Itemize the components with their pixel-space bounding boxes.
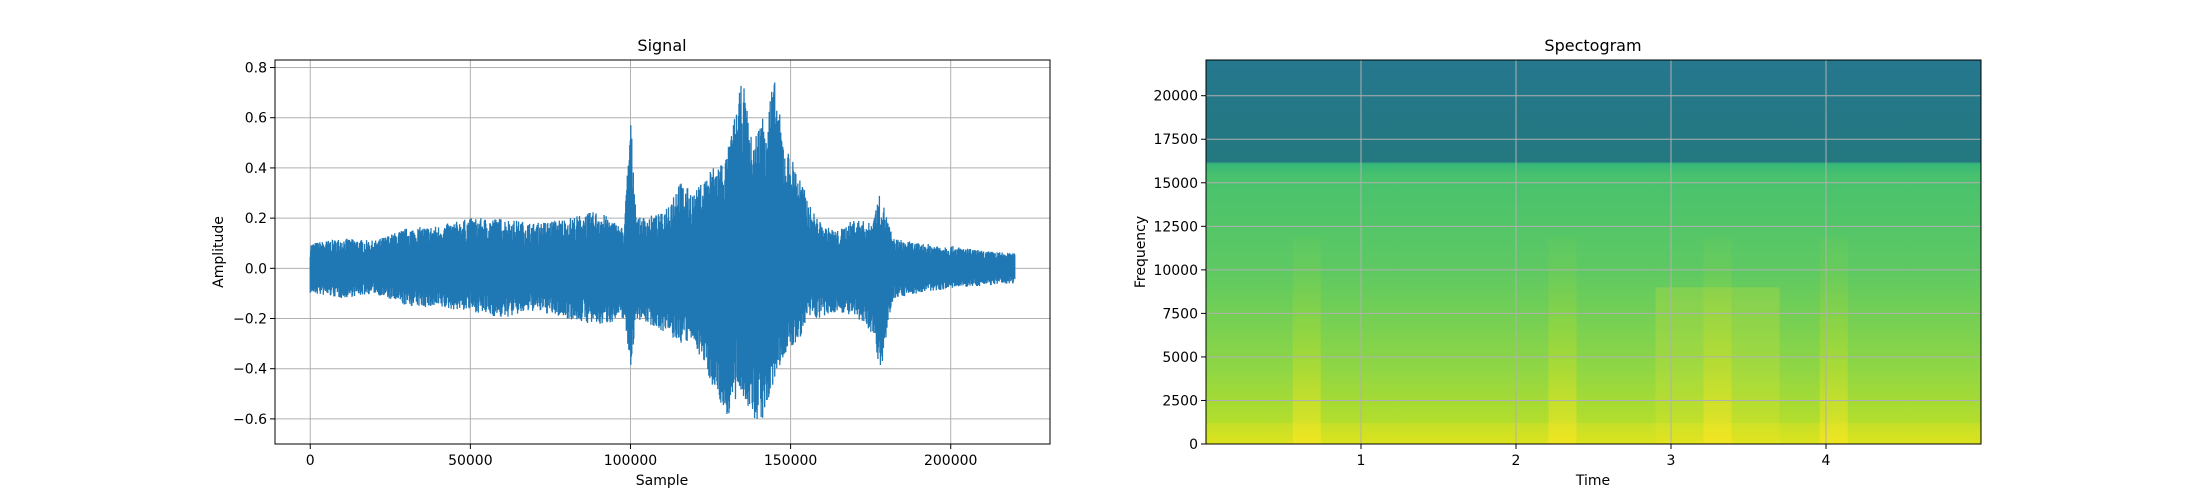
spectrogram-y-tick-label: 17500 xyxy=(1153,132,1198,148)
spectrogram-y-tick-label: 12500 xyxy=(1153,219,1198,235)
signal-y-tick-label: −0.6 xyxy=(233,412,267,428)
spectrogram-image xyxy=(1206,60,1981,444)
signal-y-tick-label: 0.6 xyxy=(245,111,267,127)
signal-x-tick-label: 200000 xyxy=(924,453,977,469)
signal-x-tick-label: 50000 xyxy=(448,453,493,469)
spectrogram-y-tick-label: 7500 xyxy=(1162,306,1198,322)
spectrogram-x-tick-label: 4 xyxy=(1822,453,1831,469)
spectrogram-y-tick-label: 2500 xyxy=(1162,393,1198,409)
signal-x-tick-label: 150000 xyxy=(764,453,817,469)
signal-y-tick-label: −0.2 xyxy=(233,312,267,328)
signal-x-axis-label: Sample xyxy=(636,473,689,489)
spectrogram-bright-band xyxy=(1548,161,1577,444)
signal-y-axis-label: Amplitude xyxy=(211,216,227,288)
spectrogram-y-axis: 0 2500 5000 7500 10000 12500 15000 17500 20000 xyxy=(1153,89,1206,453)
spectrogram-x-tick-label: 1 xyxy=(1357,453,1366,469)
spectrogram-y-tick-label: 20000 xyxy=(1153,89,1198,105)
signal-y-axis: −0.6 −0.4 −0.2 0.0 0.2 0.4 0.6 0.8 xyxy=(233,61,275,428)
spectrogram-y-tick-label: 15000 xyxy=(1153,176,1198,192)
signal-y-tick-label: 0.8 xyxy=(245,61,267,77)
signal-y-tick-label: 0.2 xyxy=(245,211,267,227)
signal-chart-title: Signal xyxy=(637,36,686,55)
signal-waveform xyxy=(309,82,1016,419)
spectrogram-y-tick-label: 0 xyxy=(1189,437,1198,453)
spectrogram-y-tick-label: 10000 xyxy=(1153,263,1198,279)
spectrogram-bright-band xyxy=(1292,161,1321,444)
signal-x-axis: 0 50000 100000 150000 200000 xyxy=(306,444,977,469)
signal-x-tick-label: 100000 xyxy=(604,453,657,469)
signal-y-tick-label: 0.4 xyxy=(245,161,267,177)
spectrogram-x-axis-label: Time xyxy=(1575,473,1610,489)
spectrogram-plot-frame xyxy=(1205,59,1982,445)
spectrogram-energy-region xyxy=(1655,287,1780,444)
spectrogram-y-axis-label: Frequency xyxy=(1133,216,1149,288)
spectrogram-y-tick-label: 5000 xyxy=(1162,350,1198,366)
spectrogram-bright-band xyxy=(1703,161,1732,444)
spectrogram-low-band xyxy=(1206,423,1981,444)
signal-chart: Signal 0 50000 100000 150000 200000 −0.6 −0.4… xyxy=(211,36,1051,489)
spectrogram-chart: Spectogram 1 2 3 4 0 2500 5000 7500 10000 12500 1… xyxy=(1133,36,1982,489)
spectrogram-x-tick-label: 3 xyxy=(1667,453,1676,469)
spectrogram-bands xyxy=(1206,161,1981,444)
spectrogram-chart-title: Spectogram xyxy=(1544,36,1641,55)
spectrogram-x-tick-label: 2 xyxy=(1512,453,1521,469)
signal-y-tick-label: 0.0 xyxy=(245,261,267,277)
spectrogram-x-axis: 1 2 3 4 xyxy=(1357,444,1831,469)
signal-series xyxy=(309,82,1016,419)
signal-y-tick-label: −0.4 xyxy=(233,362,267,378)
signal-plot-frame xyxy=(274,59,1051,445)
signal-x-tick-label: 0 xyxy=(306,453,315,469)
spectrogram-bright-band xyxy=(1819,161,1848,444)
